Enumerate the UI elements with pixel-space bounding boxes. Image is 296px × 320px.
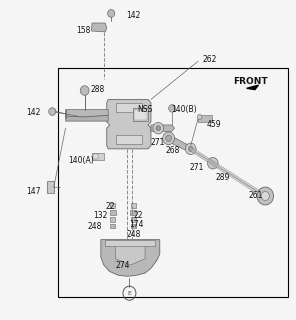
- Bar: [110, 224, 115, 228]
- Text: 261: 261: [248, 190, 263, 200]
- Circle shape: [156, 125, 161, 131]
- Circle shape: [197, 115, 202, 120]
- Polygon shape: [116, 241, 145, 265]
- Text: 459: 459: [207, 120, 221, 130]
- Circle shape: [185, 143, 196, 155]
- Text: 268: 268: [166, 146, 180, 155]
- Text: 140(B): 140(B): [172, 105, 197, 114]
- Bar: [134, 110, 147, 120]
- Circle shape: [153, 123, 164, 134]
- Text: 274: 274: [116, 261, 130, 270]
- Text: 174: 174: [129, 220, 144, 229]
- Circle shape: [108, 10, 115, 17]
- Text: NSS: NSS: [138, 105, 153, 114]
- Text: 248: 248: [127, 230, 141, 239]
- Text: 22: 22: [133, 211, 143, 220]
- Bar: [110, 210, 116, 215]
- Polygon shape: [116, 134, 142, 144]
- Text: FRONT: FRONT: [234, 77, 268, 86]
- Text: 271: 271: [189, 164, 204, 172]
- Text: 271: 271: [151, 138, 165, 147]
- Bar: [131, 217, 136, 222]
- Polygon shape: [247, 85, 258, 90]
- Bar: [130, 210, 136, 215]
- Polygon shape: [151, 125, 175, 131]
- Text: 142: 142: [126, 11, 140, 20]
- Text: 289: 289: [216, 173, 230, 182]
- Bar: [47, 181, 54, 194]
- Text: 158: 158: [76, 27, 90, 36]
- Polygon shape: [65, 116, 108, 121]
- Text: 132: 132: [94, 211, 108, 220]
- Text: 262: 262: [202, 55, 217, 64]
- Text: 147: 147: [26, 188, 40, 196]
- Circle shape: [166, 135, 172, 141]
- Polygon shape: [105, 240, 155, 246]
- Circle shape: [188, 146, 193, 151]
- Circle shape: [163, 132, 175, 145]
- Bar: [133, 108, 148, 121]
- Polygon shape: [91, 23, 107, 32]
- Polygon shape: [170, 136, 191, 152]
- Polygon shape: [101, 240, 160, 276]
- Polygon shape: [65, 110, 108, 117]
- Bar: [92, 153, 104, 160]
- Bar: [94, 154, 98, 159]
- Bar: [110, 203, 115, 208]
- Bar: [131, 224, 136, 228]
- Circle shape: [169, 105, 176, 112]
- Text: 248: 248: [88, 222, 102, 231]
- Bar: [131, 203, 136, 208]
- Bar: [110, 217, 115, 222]
- Circle shape: [261, 192, 269, 200]
- Circle shape: [80, 86, 89, 95]
- Text: 22: 22: [105, 202, 115, 211]
- Circle shape: [49, 108, 56, 116]
- Text: E: E: [128, 291, 131, 296]
- Circle shape: [207, 157, 218, 169]
- Bar: [52, 109, 54, 115]
- Text: 140(A): 140(A): [68, 156, 94, 164]
- Circle shape: [257, 187, 274, 205]
- Polygon shape: [116, 103, 142, 112]
- Bar: [198, 115, 212, 123]
- Polygon shape: [107, 100, 151, 149]
- Text: 288: 288: [91, 85, 105, 94]
- Text: 142: 142: [26, 108, 40, 117]
- Bar: [58, 68, 288, 297]
